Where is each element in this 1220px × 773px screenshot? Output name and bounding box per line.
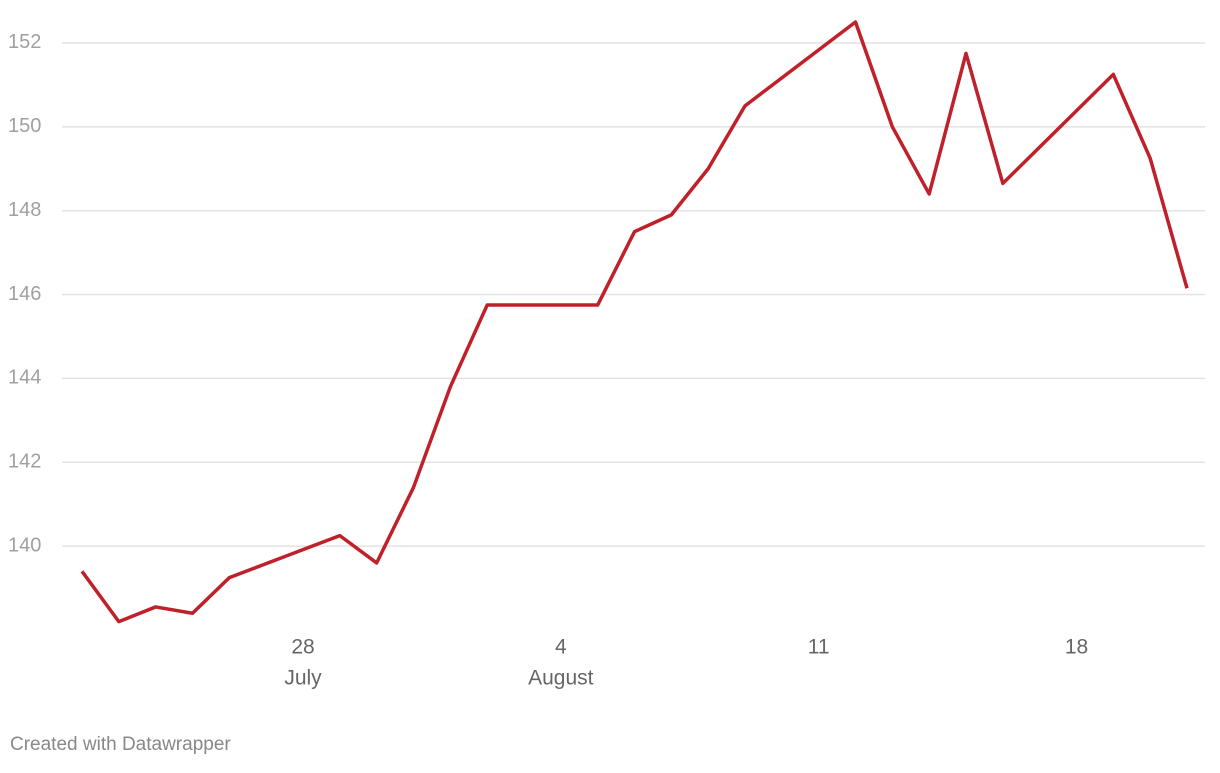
y-tick-label: 150 xyxy=(8,115,41,137)
x-tick-month: August xyxy=(528,667,594,690)
x-tick-label: 4 xyxy=(555,636,567,659)
y-tick-label: 144 xyxy=(8,367,41,389)
footer: Created with Datawrapper xyxy=(10,734,231,755)
x-tick-month: July xyxy=(284,667,322,690)
y-tick-label: 152 xyxy=(8,31,41,53)
y-tick-label: 148 xyxy=(8,199,41,221)
x-tick-label: 11 xyxy=(808,636,830,659)
y-tick-label: 142 xyxy=(8,451,41,473)
line xyxy=(80,20,1189,624)
y-tick-label: 140 xyxy=(8,534,41,556)
y-tick-label: 146 xyxy=(8,283,41,305)
x-tick-label: 18 xyxy=(1065,636,1088,659)
x-tick-label: 28 xyxy=(291,636,314,659)
